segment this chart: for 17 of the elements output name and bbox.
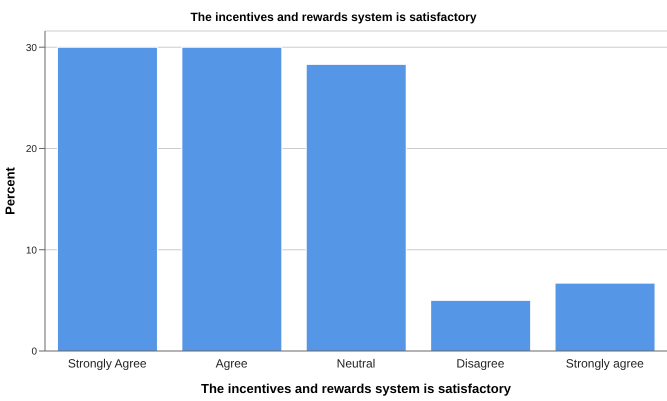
y-tick-label: 10 bbox=[26, 245, 38, 256]
bar bbox=[306, 64, 407, 351]
bar bbox=[554, 282, 656, 351]
x-tick-label: Strongly agree bbox=[566, 356, 644, 371]
bar bbox=[430, 300, 532, 351]
x-tick-label: Agree bbox=[216, 356, 248, 371]
chart-title: The incentives and rewards system is satisfactory bbox=[189, 10, 478, 24]
y-axis-title: Percent bbox=[2, 166, 18, 215]
bar bbox=[56, 46, 158, 351]
y-tick-label: 0 bbox=[31, 346, 38, 358]
x-tick-label: Neutral bbox=[336, 356, 376, 371]
y-tick-label: 30 bbox=[26, 42, 38, 54]
x-axis-title: The incentives and rewards system is satisfactory bbox=[201, 381, 512, 396]
x-tick-label: Strongly Agree bbox=[68, 356, 147, 371]
bar bbox=[181, 46, 282, 351]
y-tick-label: 20 bbox=[26, 144, 38, 156]
x-tick-label: Disagree bbox=[456, 356, 505, 371]
